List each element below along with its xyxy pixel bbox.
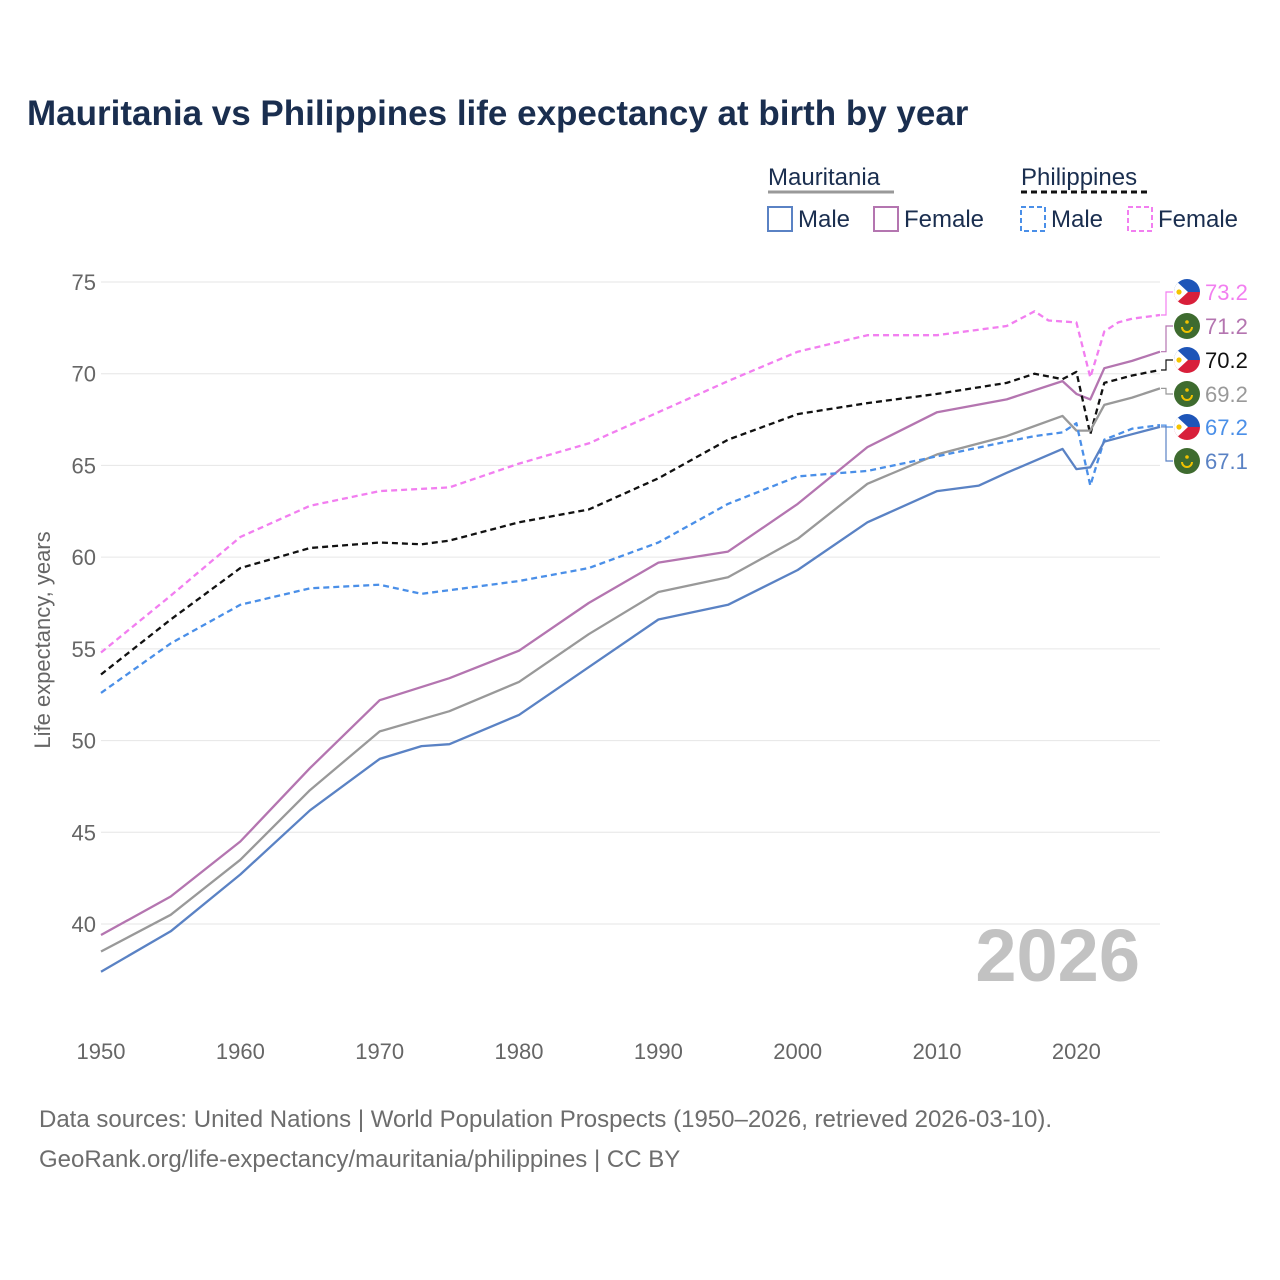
mauritania-flag-icon xyxy=(1174,381,1200,407)
y-tick-label: 50 xyxy=(72,729,96,754)
legend-label-phl_female[interactable]: Female xyxy=(1158,206,1238,233)
x-tick-label: 1950 xyxy=(77,1039,126,1064)
axis-layer: 40 45 50 55 60 65 70 75 1950 1960 1970 1980 1990 2000… xyxy=(30,270,1101,1064)
mauritania-flag-icon xyxy=(1174,448,1200,474)
x-tick-label: 1970 xyxy=(355,1039,404,1064)
philippines-flag-icon xyxy=(1174,279,1200,305)
end-label-connector xyxy=(1161,291,1173,316)
y-tick-label: 55 xyxy=(72,637,96,662)
philippines-flag-icon xyxy=(1174,347,1200,373)
legend-group-philippines[interactable]: Philippines xyxy=(1021,164,1137,191)
y-tick-label: 75 xyxy=(72,270,96,295)
x-tick-label: 2020 xyxy=(1052,1039,1101,1064)
end-label-connector xyxy=(1161,325,1173,353)
legend-label-mrt_female[interactable]: Female xyxy=(904,206,984,233)
end-value-label-phl_total: 70.2 xyxy=(1205,348,1248,373)
x-tick-label: 1980 xyxy=(495,1039,544,1064)
end-label-layer: 73.2 71.2 70.2 69.2 67.2 67.1 xyxy=(1161,279,1248,474)
grid-layer xyxy=(101,281,1160,925)
y-tick-label: 65 xyxy=(72,453,96,478)
end-label-connector xyxy=(1161,359,1173,371)
footer-sources: Data sources: United Nations | World Pop… xyxy=(39,1106,1053,1133)
y-tick-label: 70 xyxy=(72,362,96,387)
legend-swatch-mrt_male[interactable] xyxy=(767,206,793,232)
series-layer xyxy=(100,310,1161,973)
legend-group-mauritania[interactable]: Mauritania xyxy=(768,164,881,191)
series-line-phl_total xyxy=(100,368,1161,676)
end-label-connector xyxy=(1161,426,1173,462)
legend-label-mrt_male[interactable]: Male xyxy=(798,206,850,233)
end-label-connector xyxy=(1161,387,1173,395)
mauritania-flag-icon xyxy=(1174,313,1200,339)
y-axis-label: Life expectancy, years xyxy=(30,531,55,748)
end-label-connector xyxy=(1161,424,1173,428)
series-line-phl_female xyxy=(100,310,1161,654)
y-tick-label: 60 xyxy=(72,545,96,570)
series-line-mrt_male xyxy=(100,425,1161,973)
end-value-label-mrt_female: 71.2 xyxy=(1205,314,1248,339)
end-value-label-phl_male: 67.2 xyxy=(1205,415,1248,440)
y-tick-label: 40 xyxy=(72,912,96,937)
footer-link[interactable]: GeoRank.org/life-expectancy/mauritania/p… xyxy=(39,1146,681,1173)
x-tick-label: 1960 xyxy=(216,1039,265,1064)
legend-label-phl_male[interactable]: Male xyxy=(1051,206,1103,233)
series-line-phl_male xyxy=(100,422,1161,694)
chart-title: Mauritania vs Philippines life expectanc… xyxy=(27,94,969,133)
end-value-label-mrt_male: 67.1 xyxy=(1205,449,1248,474)
end-value-label-mrt_total: 69.2 xyxy=(1205,382,1248,407)
end-value-label-phl_female: 73.2 xyxy=(1205,280,1248,305)
series-line-mrt_female xyxy=(100,350,1161,937)
legend-swatch-phl_male[interactable] xyxy=(1020,206,1046,232)
x-tick-label: 2010 xyxy=(913,1039,962,1064)
legend: Mauritania Male Female Philippines Male Femal… xyxy=(767,164,1238,233)
series-line-mrt_total xyxy=(100,387,1161,953)
current-year-watermark: 2026 xyxy=(975,914,1140,997)
x-tick-label: 2000 xyxy=(773,1039,822,1064)
x-tick-label: 1990 xyxy=(634,1039,683,1064)
philippines-flag-icon xyxy=(1174,414,1200,440)
legend-swatch-mrt_female[interactable] xyxy=(873,206,899,232)
legend-swatch-phl_female[interactable] xyxy=(1127,206,1153,232)
y-tick-label: 45 xyxy=(72,820,96,845)
